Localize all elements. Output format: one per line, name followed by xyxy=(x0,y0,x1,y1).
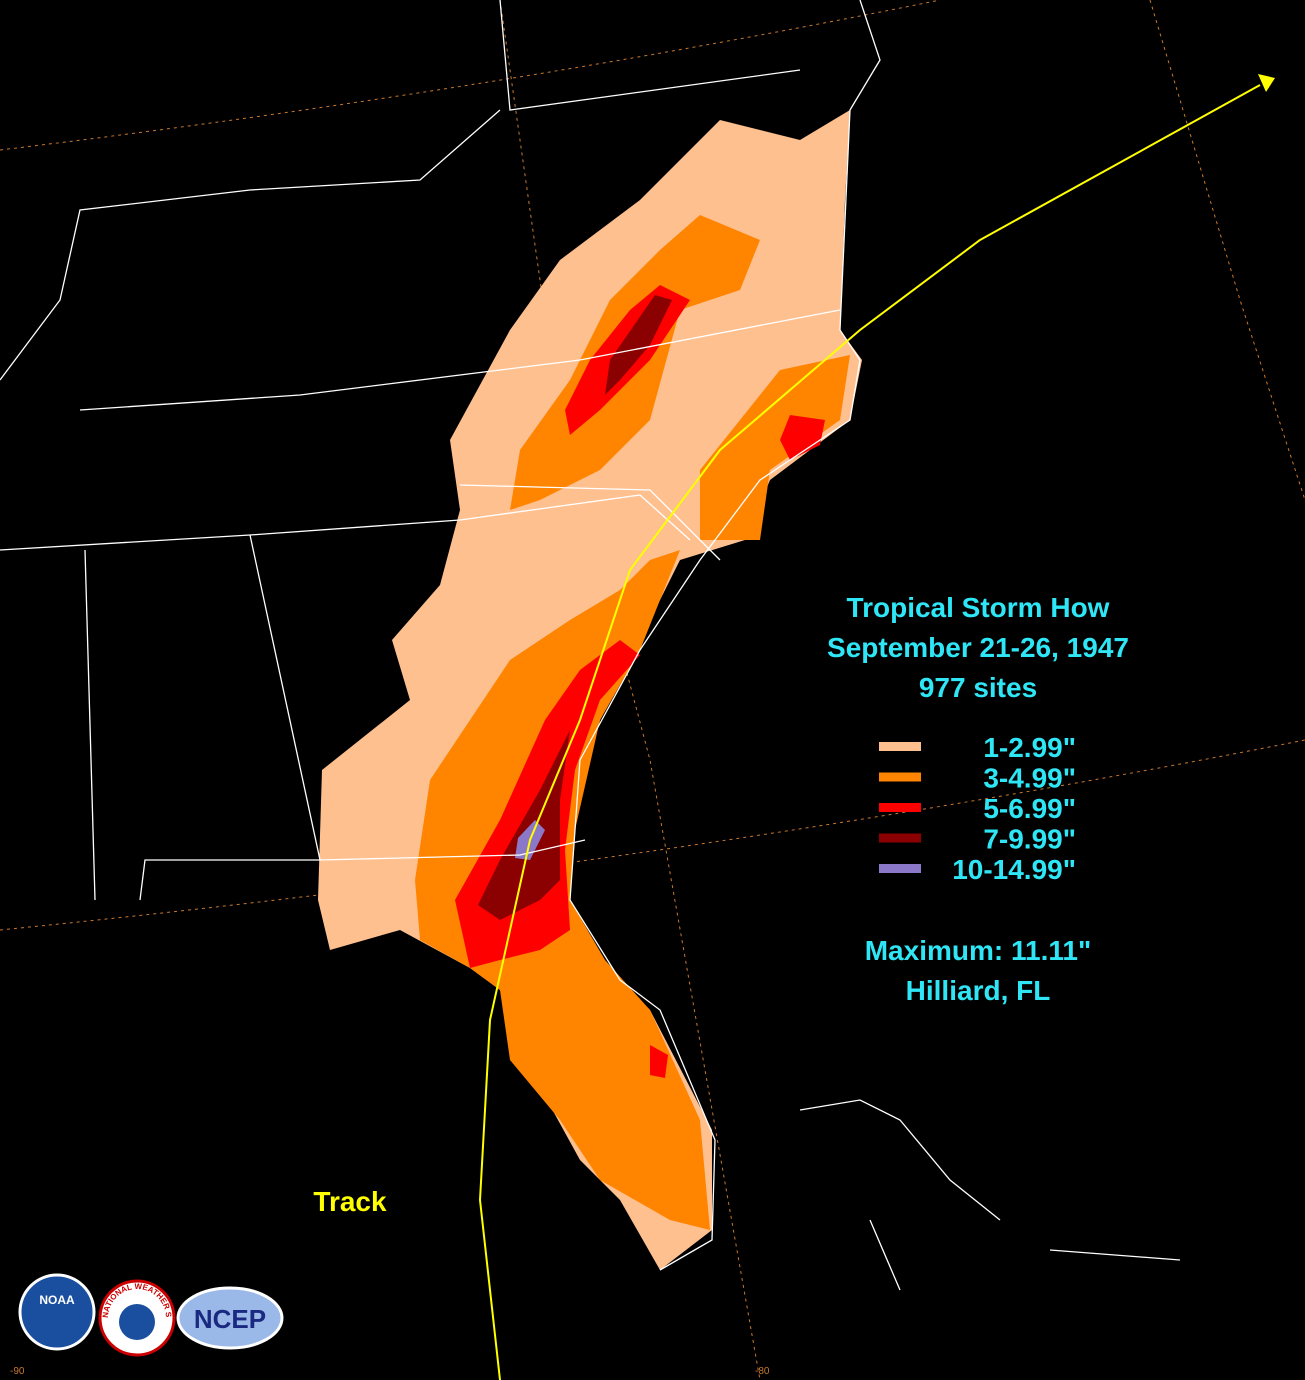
legend-label: 10-14.99" xyxy=(952,854,1076,885)
track-label: Track xyxy=(313,1186,387,1217)
noaa-text: NOAA xyxy=(39,1293,75,1307)
ncep-text: NCEP xyxy=(194,1304,266,1334)
title-line: 977 sites xyxy=(919,672,1037,703)
rain-area xyxy=(650,1045,668,1078)
rain-area xyxy=(605,295,672,395)
legend-label: 3-4.99" xyxy=(983,763,1076,794)
title-line: Tropical Storm How xyxy=(847,592,1110,623)
state-boundaries xyxy=(0,0,1181,1291)
legend-swatch xyxy=(879,803,921,812)
legend-swatch xyxy=(879,833,921,843)
longitude-label: -80 xyxy=(755,1366,770,1377)
location: Hilliard, FL xyxy=(906,975,1051,1006)
legend-swatch xyxy=(879,864,921,873)
rain-area xyxy=(478,730,570,920)
legend-swatch xyxy=(879,772,921,782)
noaa-logo xyxy=(18,1273,96,1351)
legend-label: 5-6.99" xyxy=(983,793,1076,824)
legend-label: 7-9.99" xyxy=(983,824,1076,855)
ncep-logo xyxy=(176,1286,284,1350)
title-line: September 21-26, 1947 xyxy=(827,632,1129,663)
legend-label: 1-2.99" xyxy=(983,732,1076,763)
legend-swatch xyxy=(879,742,921,751)
rain-area xyxy=(780,415,825,460)
storm-track xyxy=(478,74,1275,1380)
legend: 1-2.99"3-4.99"5-6.99"7-9.99"10-14.99" xyxy=(879,732,1076,885)
nws-emblem xyxy=(119,1304,155,1340)
rain-area xyxy=(700,355,850,540)
maximum: Maximum: 11.11" xyxy=(865,935,1092,966)
longitude-label: -90 xyxy=(10,1366,25,1377)
